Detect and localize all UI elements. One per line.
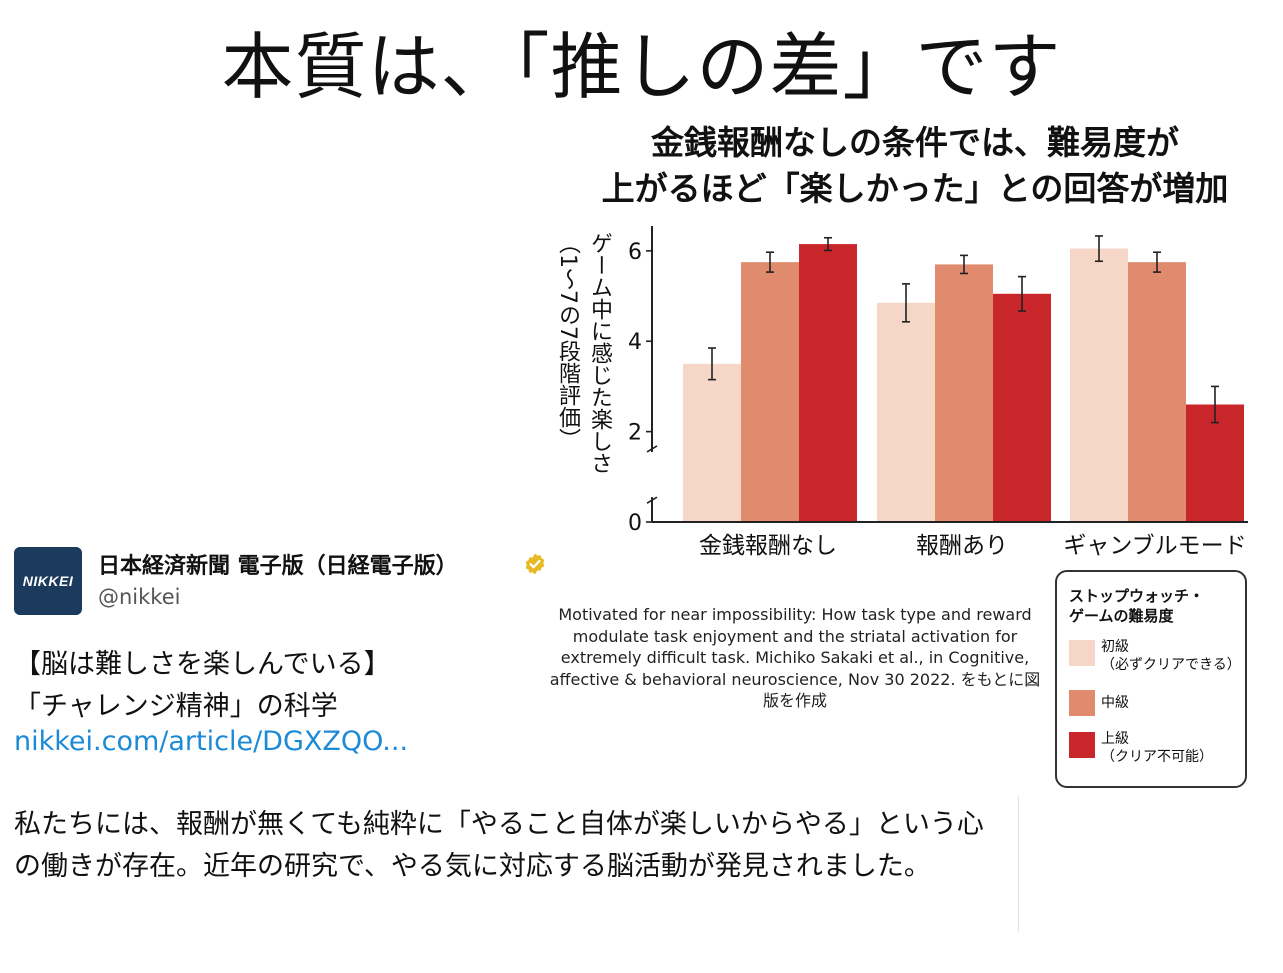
legend-item-intermediate: 中級	[1069, 688, 1235, 716]
y-tick-label-2: 4	[628, 330, 642, 355]
y-axis-label-line-1: ゲーム中に感じた楽しさ	[587, 232, 612, 474]
account-handle[interactable]: @nikkei	[98, 585, 181, 609]
chart-title-line-2: 上がるほど「楽しかった」との回答が増加	[601, 169, 1229, 208]
legend-sublabel-beginner: （必ずクリアできる）	[1101, 657, 1241, 673]
chart-title-line-1: 金銭報酬なしの条件では、難易度が	[651, 123, 1179, 162]
y-axis-label: ゲーム中に感じた楽しさ （1〜7の7段階評価）	[552, 232, 612, 512]
y-tick-label-1: 2	[628, 421, 642, 446]
axis-break-mark-1	[646, 445, 658, 453]
bar-1-0	[877, 302, 935, 522]
tweet-body-text: 私たちには、報酬が無くても純粋に「やること自体が楽しいからやる」という心の働きが…	[14, 809, 984, 882]
chart-title: 金銭報酬なしの条件では、難易度が 上がるほど「楽しかった」との回答が増加	[555, 120, 1275, 212]
article-link[interactable]: nikkei.com/article/DGXZQO...	[14, 726, 409, 757]
tweet-headline: 【脳は難しさを楽しんでいる】	[14, 649, 391, 680]
chart-legend: ストップウォッチ・ ゲームの難易度 初級 （必ずクリアできる） 中級 上級 （ク…	[1055, 570, 1247, 788]
bar-0-0	[683, 363, 741, 522]
divider	[1018, 796, 1019, 932]
bar-1-1	[935, 264, 993, 522]
legend-item-advanced: 上級 （クリア不可能）	[1069, 730, 1235, 766]
bar-0-1	[741, 262, 799, 522]
legend-swatch-advanced	[1069, 732, 1095, 758]
legend-label-intermediate: 中級	[1101, 695, 1129, 711]
tweet-subheadline: 「チャレンジ精神」の科学	[14, 691, 338, 722]
legend-item-beginner: 初級 （必ずクリアできる）	[1069, 638, 1241, 674]
legend-swatch-intermediate	[1069, 690, 1095, 716]
account-name[interactable]: 日本経済新聞 電子版（日経電子版）	[98, 554, 458, 579]
bar-0-2	[799, 244, 857, 522]
axis-break-mark-2	[646, 496, 658, 504]
bar-chart: 0 2 4 6 金銭報酬なし 報酬あり ギャンブルモード	[628, 226, 1248, 559]
legend-title-line-2: ゲームの難易度	[1069, 607, 1174, 625]
x-category-label-2: ギャンブルモード	[1063, 533, 1246, 559]
bar-2-0	[1070, 248, 1128, 523]
bar-2-2	[1186, 404, 1244, 522]
legend-title: ストップウォッチ・ ゲームの難易度	[1069, 586, 1235, 626]
x-category-label-0: 金銭報酬なし	[699, 533, 837, 559]
legend-label-beginner: 初級	[1101, 639, 1129, 655]
bar-2-1	[1128, 262, 1186, 522]
y-tick-label-3: 6	[628, 240, 642, 265]
legend-title-line-1: ストップウォッチ・	[1069, 587, 1205, 605]
slide-title: 本質は、「推しの差」です	[221, 25, 1062, 109]
bar-1-2	[993, 293, 1051, 522]
y-tick-label-0: 0	[628, 511, 642, 536]
x-category-label-1: 報酬あり	[916, 533, 1008, 559]
legend-swatch-beginner	[1069, 640, 1095, 666]
legend-label-advanced: 上級	[1101, 731, 1129, 747]
legend-sublabel-advanced: （クリア不可能）	[1101, 749, 1213, 765]
chart-citation: Motivated for near impossibility: How ta…	[549, 605, 1041, 710]
avatar[interactable]: NIKKEI	[14, 547, 82, 615]
y-axis-label-line-2: （1〜7の7段階評価）	[555, 232, 580, 450]
verified-badge-icon	[525, 553, 545, 575]
